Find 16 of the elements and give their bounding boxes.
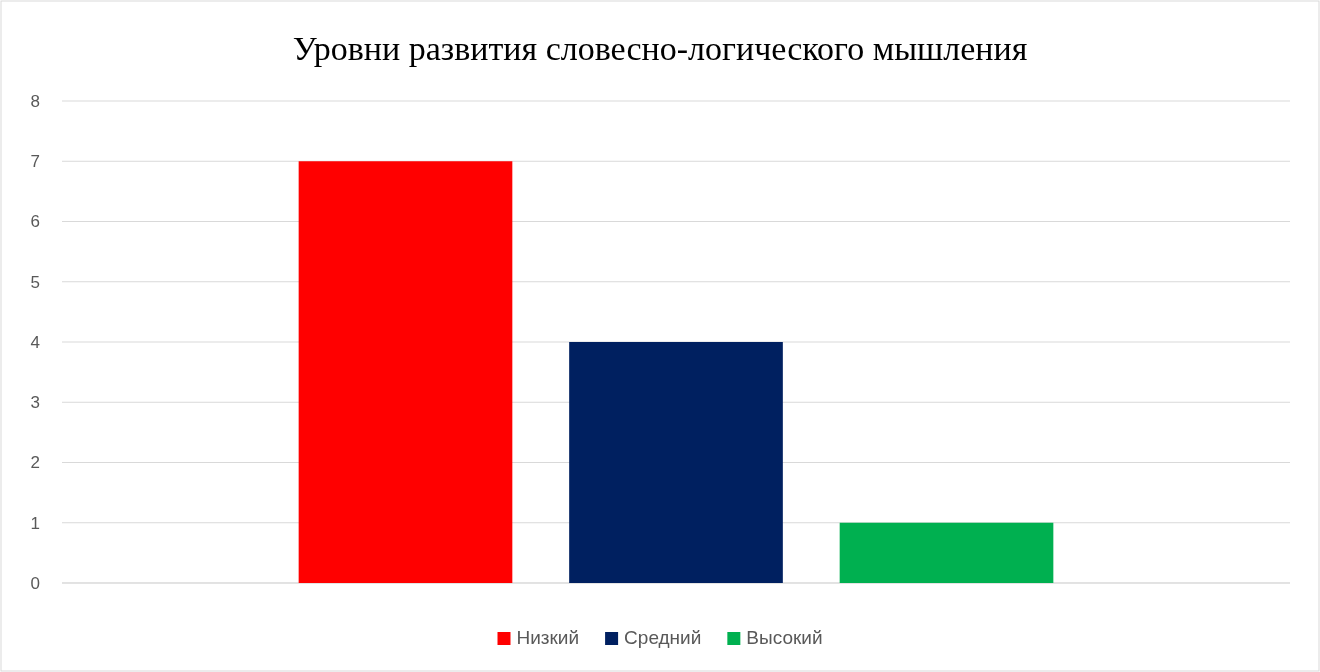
y-tick-label: 2 [30,453,40,473]
chart-title: Уровни развития словесно-логического мышления [292,30,1028,67]
y-tick-label: 5 [30,272,40,292]
y-tick-label: 4 [30,332,40,352]
y-tick-label: 0 [30,573,40,593]
y-tick-label: 7 [30,152,40,172]
y-tick-label: 3 [30,393,40,413]
y-tick-label: 1 [30,513,40,533]
y-tick-label: 8 [30,91,40,111]
legend-label: Высокий [746,627,823,648]
bar [298,161,513,583]
legend-label: Низкий [516,627,580,648]
legend-label: Средний [624,627,702,648]
bar [839,522,1054,583]
y-tick-label: 6 [30,212,40,232]
bar [569,342,783,583]
